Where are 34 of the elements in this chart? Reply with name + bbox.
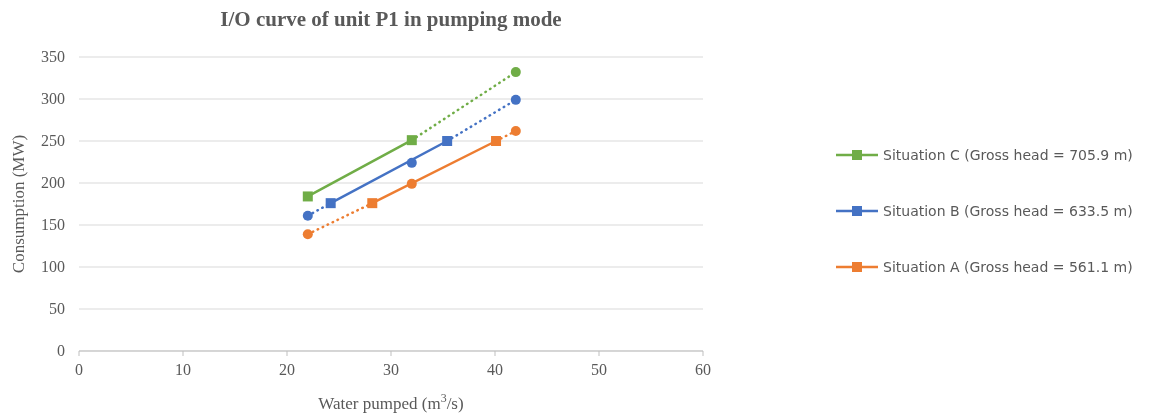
point <box>491 136 502 146</box>
point <box>510 125 521 136</box>
y-tick-label: 0 <box>57 342 65 359</box>
chart-title: I/O curve of unit P1 in pumping mode <box>220 7 562 31</box>
point <box>302 191 313 202</box>
y-axis-title: Consumption (MW) <box>9 134 28 274</box>
point <box>510 67 521 78</box>
y-tick-label: 200 <box>41 174 65 191</box>
point <box>302 210 313 221</box>
x-tick-label: 20 <box>279 361 295 378</box>
legend-label: Situation A (Gross head = 561.1 m) <box>883 259 1133 275</box>
point <box>442 136 453 146</box>
x-axis-title: Water pumped (m$^{3}$/s) <box>318 391 464 413</box>
point <box>406 178 417 189</box>
y-tick-label: 150 <box>41 216 65 233</box>
y-tick-label: 50 <box>49 300 65 317</box>
y-tick-label: 350 <box>41 48 65 65</box>
legend-label: Situation B (Gross head = 633.5 m) <box>883 203 1133 219</box>
point <box>302 229 313 240</box>
y-tick-label: 250 <box>41 132 65 149</box>
y-tick-label: 100 <box>41 258 65 275</box>
point <box>325 198 336 209</box>
legend-label: Situation C (Gross head = 705.9 m) <box>883 147 1133 163</box>
x-tick-label: 0 <box>75 361 83 378</box>
x-tick-label: 60 <box>695 361 711 378</box>
point <box>406 135 417 146</box>
y-tick-label: 300 <box>41 90 65 107</box>
x-tick-label: 10 <box>175 361 191 378</box>
point <box>406 157 417 168</box>
x-tick-label: 40 <box>487 361 503 378</box>
x-tick-label: 30 <box>383 361 399 378</box>
point <box>510 94 521 105</box>
x-tick-label: 50 <box>591 361 607 378</box>
point <box>367 198 378 209</box>
